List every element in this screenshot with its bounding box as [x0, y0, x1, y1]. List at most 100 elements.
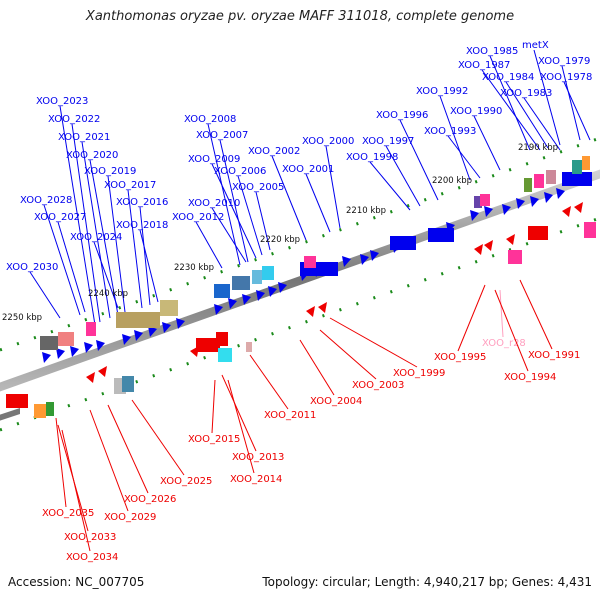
gene-label-xoo_2026[interactable]: XOO_2026 — [124, 494, 176, 505]
gene-label-xoo_1992[interactable]: XOO_1992 — [416, 86, 468, 97]
forward-gene-arrow[interactable] — [268, 286, 277, 297]
gene-label-xoo_2017[interactable]: XOO_2017 — [104, 180, 156, 191]
gene-feature[interactable] — [160, 300, 178, 316]
reverse-gene-arrow[interactable] — [574, 202, 583, 213]
forward-gene-arrow[interactable] — [278, 282, 287, 293]
reverse-gene-arrow[interactable] — [98, 366, 107, 377]
gene-label-xoo_2009[interactable]: XOO_2009 — [188, 154, 240, 165]
forward-gene-block[interactable] — [428, 228, 454, 242]
gene-label-xoo_1999[interactable]: XOO_1999 — [393, 368, 445, 379]
forward-gene-arrow[interactable] — [360, 254, 369, 265]
gene-label-xoo_1979[interactable]: XOO_1979 — [538, 56, 590, 67]
gene-label-xoo_2029[interactable]: XOO_2029 — [104, 512, 156, 523]
reverse-gene-block[interactable] — [528, 226, 548, 240]
forward-gene-block[interactable] — [562, 172, 592, 186]
reverse-gene-arrow[interactable] — [474, 244, 483, 255]
forward-gene-arrow[interactable] — [256, 290, 265, 301]
gene-label-xoo_1996[interactable]: XOO_1996 — [376, 110, 428, 121]
forward-gene-arrow[interactable] — [370, 250, 379, 261]
reverse-gene-arrow[interactable] — [506, 234, 515, 245]
forward-gene-arrow[interactable] — [148, 326, 157, 337]
gene-feature[interactable] — [524, 178, 532, 192]
gene-feature[interactable] — [116, 312, 160, 328]
gene-feature[interactable] — [572, 160, 582, 174]
gene-label-xoo_1991[interactable]: XOO_1991 — [528, 350, 580, 361]
gene-label-xoo_2010[interactable]: XOO_2010 — [188, 198, 240, 209]
forward-gene-arrow[interactable] — [214, 304, 223, 315]
gene-label-xoo_2028[interactable]: XOO_2028 — [20, 195, 72, 206]
forward-gene-block[interactable] — [390, 236, 416, 250]
gene-feature[interactable] — [232, 276, 250, 290]
gene-feature[interactable] — [58, 332, 74, 346]
gene-feature[interactable] — [218, 348, 232, 362]
gene-label-xoo_2003[interactable]: XOO_2003 — [352, 380, 404, 391]
forward-gene-arrow[interactable] — [484, 206, 493, 217]
gene-label-xoo_1978[interactable]: XOO_1978 — [540, 72, 592, 83]
gene-label-xoo_2004[interactable]: XOO_2004 — [310, 396, 362, 407]
reverse-gene-arrow[interactable] — [190, 346, 199, 357]
reverse-gene-block[interactable] — [6, 394, 28, 408]
gene-label-xoo_1984[interactable]: XOO_1984 — [482, 72, 534, 83]
gene-label-xoo_2008[interactable]: XOO_2008 — [184, 114, 236, 125]
reverse-gene-arrow[interactable] — [318, 302, 327, 313]
gene-label-xoo_2027[interactable]: XOO_2027 — [34, 212, 86, 223]
forward-gene-arrow[interactable] — [530, 196, 539, 207]
gene-feature[interactable] — [546, 170, 556, 184]
gene-feature[interactable] — [582, 156, 590, 170]
gene-label-xoo_2002[interactable]: XOO_2002 — [248, 146, 300, 157]
gene-label-xoo_2020[interactable]: XOO_2020 — [66, 150, 118, 161]
gene-label-xoo_1997[interactable]: XOO_1997 — [362, 136, 414, 147]
gene-feature[interactable] — [304, 256, 316, 268]
gene-label-xoo_1990[interactable]: XOO_1990 — [450, 106, 502, 117]
gene-feature[interactable] — [252, 270, 262, 284]
forward-gene-arrow[interactable] — [84, 342, 93, 353]
gene-label-xoo_1985[interactable]: XOO_1985 — [466, 46, 518, 57]
forward-gene-arrow[interactable] — [228, 298, 237, 309]
forward-gene-arrow[interactable] — [556, 188, 565, 199]
gene-label-xoo_2033[interactable]: XOO_2033 — [64, 532, 116, 543]
reverse-gene-arrow[interactable] — [86, 372, 95, 383]
gene-label-xoo_2019[interactable]: XOO_2019 — [84, 166, 136, 177]
gene-label-xoo_2018[interactable]: XOO_2018 — [116, 220, 168, 231]
forward-gene-arrow[interactable] — [516, 198, 525, 209]
reverse-gene-arrow[interactable] — [484, 240, 493, 251]
reverse-gene-block[interactable] — [196, 338, 220, 352]
forward-gene-arrow[interactable] — [56, 348, 65, 359]
gene-label-xoo_2012[interactable]: XOO_2012 — [172, 212, 224, 223]
gene-label-xoo_r28[interactable]: XOO_r28 — [482, 338, 526, 349]
gene-label-xoo_1993[interactable]: XOO_1993 — [424, 126, 476, 137]
reverse-gene-arrow[interactable] — [562, 206, 571, 217]
forward-gene-arrow[interactable] — [42, 352, 51, 363]
gene-label-xoo_2030[interactable]: XOO_2030 — [6, 262, 58, 273]
gene-feature[interactable] — [122, 376, 134, 392]
gene-feature[interactable] — [34, 404, 46, 418]
gene-label-xoo_2006[interactable]: XOO_2006 — [214, 166, 266, 177]
gene-label-xoo_2022[interactable]: XOO_2022 — [48, 114, 100, 125]
forward-gene-arrow[interactable] — [342, 256, 351, 267]
forward-gene-arrow[interactable] — [134, 330, 143, 341]
gene-label-xoo_1983[interactable]: XOO_1983 — [500, 88, 552, 99]
gene-feature[interactable] — [246, 342, 252, 352]
gene-label-xoo_2021[interactable]: XOO_2021 — [58, 132, 110, 143]
forward-gene-arrow[interactable] — [162, 322, 171, 333]
gene-label-xoo_1987[interactable]: XOO_1987 — [458, 60, 510, 71]
gene-label-xoo_2014[interactable]: XOO_2014 — [230, 474, 282, 485]
gene-label-xoo_2005[interactable]: XOO_2005 — [232, 182, 284, 193]
gene-label-xoo_2000[interactable]: XOO_2000 — [302, 136, 354, 147]
gene-label-xoo_2011[interactable]: XOO_2011 — [264, 410, 316, 421]
gene-feature[interactable] — [584, 222, 596, 238]
gene-label-xoo_1994[interactable]: XOO_1994 — [504, 372, 556, 383]
gene-label-xoo_2035[interactable]: XOO_2035 — [42, 508, 94, 519]
gene-feature[interactable] — [474, 196, 482, 208]
forward-gene-arrow[interactable] — [242, 294, 251, 305]
gene-label-metx[interactable]: metX — [522, 40, 549, 51]
gene-label-xoo_2001[interactable]: XOO_2001 — [282, 164, 334, 175]
reverse-gene-arrow[interactable] — [306, 306, 315, 317]
gene-label-xoo_2015[interactable]: XOO_2015 — [188, 434, 240, 445]
gene-label-xoo_1998[interactable]: XOO_1998 — [346, 152, 398, 163]
gene-label-xoo_2025[interactable]: XOO_2025 — [160, 476, 212, 487]
gene-label-xoo_2034[interactable]: XOO_2034 — [66, 552, 118, 563]
forward-gene-arrow[interactable] — [544, 192, 553, 203]
gene-feature[interactable] — [86, 322, 96, 336]
forward-gene-arrow[interactable] — [122, 334, 131, 345]
